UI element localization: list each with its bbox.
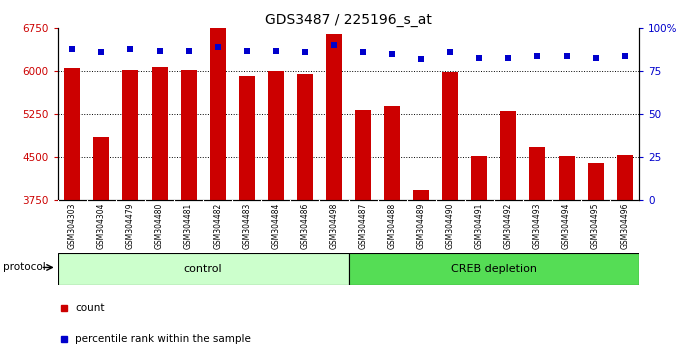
Point — [96, 50, 107, 55]
Bar — [348, 253, 639, 285]
Point — [154, 48, 165, 53]
Point — [415, 56, 426, 62]
Point — [67, 46, 78, 52]
Text: GSM304479: GSM304479 — [126, 202, 135, 249]
Text: GSM304491: GSM304491 — [475, 202, 483, 249]
Bar — [442, 72, 458, 200]
Text: GSM304481: GSM304481 — [184, 202, 193, 249]
Text: GSM304489: GSM304489 — [417, 202, 426, 249]
Text: GSM304480: GSM304480 — [155, 202, 164, 249]
Point — [241, 48, 252, 53]
Bar — [413, 190, 429, 200]
Text: GSM304490: GSM304490 — [446, 202, 455, 249]
Point — [328, 43, 339, 48]
Point — [445, 50, 456, 55]
Bar — [58, 253, 348, 285]
Bar — [384, 106, 400, 200]
Text: GSM304303: GSM304303 — [68, 202, 77, 249]
Text: GSM304495: GSM304495 — [591, 202, 600, 249]
Bar — [355, 110, 371, 200]
Point — [619, 53, 630, 59]
Text: GSM304483: GSM304483 — [242, 202, 251, 249]
Bar — [65, 68, 80, 200]
Point — [532, 53, 543, 59]
Text: GSM304493: GSM304493 — [533, 202, 542, 249]
Bar — [268, 71, 284, 200]
Text: control: control — [184, 264, 222, 274]
Point — [474, 55, 485, 60]
Bar — [617, 155, 632, 200]
Text: protocol: protocol — [3, 262, 46, 273]
Text: GSM304304: GSM304304 — [97, 202, 106, 249]
Bar — [326, 34, 342, 200]
Bar — [471, 156, 488, 200]
Bar — [588, 164, 604, 200]
Text: GSM304496: GSM304496 — [620, 202, 629, 249]
Text: GSM304487: GSM304487 — [358, 202, 367, 249]
Point — [212, 44, 223, 50]
Bar — [239, 76, 255, 200]
Point — [183, 48, 194, 53]
Text: GSM304492: GSM304492 — [504, 202, 513, 249]
Bar — [558, 156, 575, 200]
Bar — [122, 70, 139, 200]
Text: count: count — [75, 303, 105, 313]
Bar — [152, 67, 167, 200]
Point — [387, 51, 398, 57]
Bar — [93, 137, 109, 200]
Text: GSM304488: GSM304488 — [388, 202, 396, 249]
Bar — [500, 111, 516, 200]
Title: GDS3487 / 225196_s_at: GDS3487 / 225196_s_at — [265, 13, 432, 27]
Bar — [530, 147, 545, 200]
Bar — [209, 28, 226, 200]
Bar — [297, 74, 313, 200]
Text: GSM304484: GSM304484 — [271, 202, 280, 249]
Bar — [181, 69, 197, 200]
Point — [125, 46, 136, 52]
Point — [299, 50, 310, 55]
Text: percentile rank within the sample: percentile rank within the sample — [75, 334, 251, 344]
Text: GSM304494: GSM304494 — [562, 202, 571, 249]
Text: CREB depletion: CREB depletion — [451, 264, 537, 274]
Text: GSM304486: GSM304486 — [301, 202, 309, 249]
Text: GSM304482: GSM304482 — [214, 202, 222, 249]
Text: GSM304498: GSM304498 — [330, 202, 339, 249]
Point — [271, 48, 282, 53]
Point — [590, 55, 601, 60]
Point — [503, 55, 514, 60]
Point — [561, 53, 572, 59]
Point — [358, 50, 369, 55]
